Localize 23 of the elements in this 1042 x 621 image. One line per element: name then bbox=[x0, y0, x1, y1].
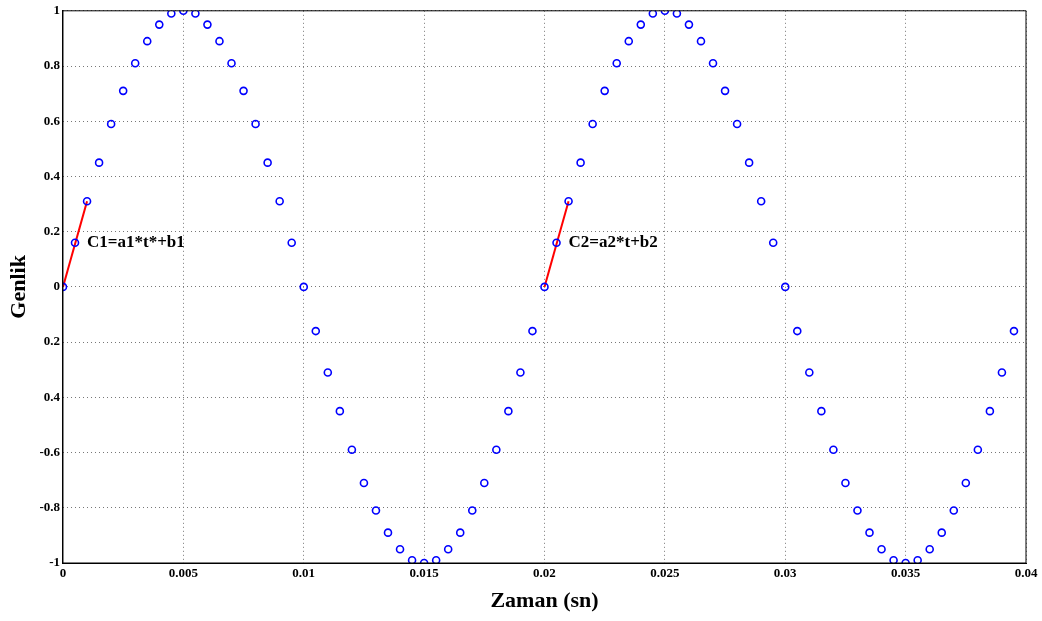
y-tick-label: 0.6 bbox=[43, 112, 61, 128]
y-tick-label: 1 bbox=[53, 2, 60, 18]
x-tick-label: 0.025 bbox=[650, 565, 680, 581]
y-tick-label: 0.4 bbox=[43, 388, 61, 404]
x-tick-label: 0.03 bbox=[773, 565, 798, 581]
y-axis-title: Genlik bbox=[4, 254, 30, 319]
annotation: C1=a1*t*+b1 bbox=[87, 232, 185, 252]
x-tick-label: 0.035 bbox=[891, 565, 921, 581]
x-axis-title: Zaman (sn) bbox=[490, 587, 599, 613]
y-tick-label: -0.6 bbox=[39, 443, 61, 459]
annotation: C2=a2*t+b2 bbox=[568, 232, 658, 252]
y-tick-label: -1 bbox=[49, 554, 60, 570]
x-tick-label: 0.02 bbox=[533, 565, 556, 581]
y-tick-label: 0.2 bbox=[43, 223, 60, 239]
y-tick-label: -0.8 bbox=[39, 499, 61, 515]
x-tick-label: 0.015 bbox=[409, 565, 440, 581]
x-tick-label: 0.01 bbox=[292, 565, 316, 581]
y-tick-label: 0 bbox=[53, 278, 60, 294]
x-tick-label: 0.04 bbox=[1014, 565, 1038, 581]
y-tick-label: 0.8 bbox=[43, 57, 61, 73]
x-tick-label: 0.005 bbox=[168, 565, 199, 581]
y-tick-label: 0.2 bbox=[43, 333, 60, 349]
y-tick-label: 0.4 bbox=[43, 167, 61, 183]
